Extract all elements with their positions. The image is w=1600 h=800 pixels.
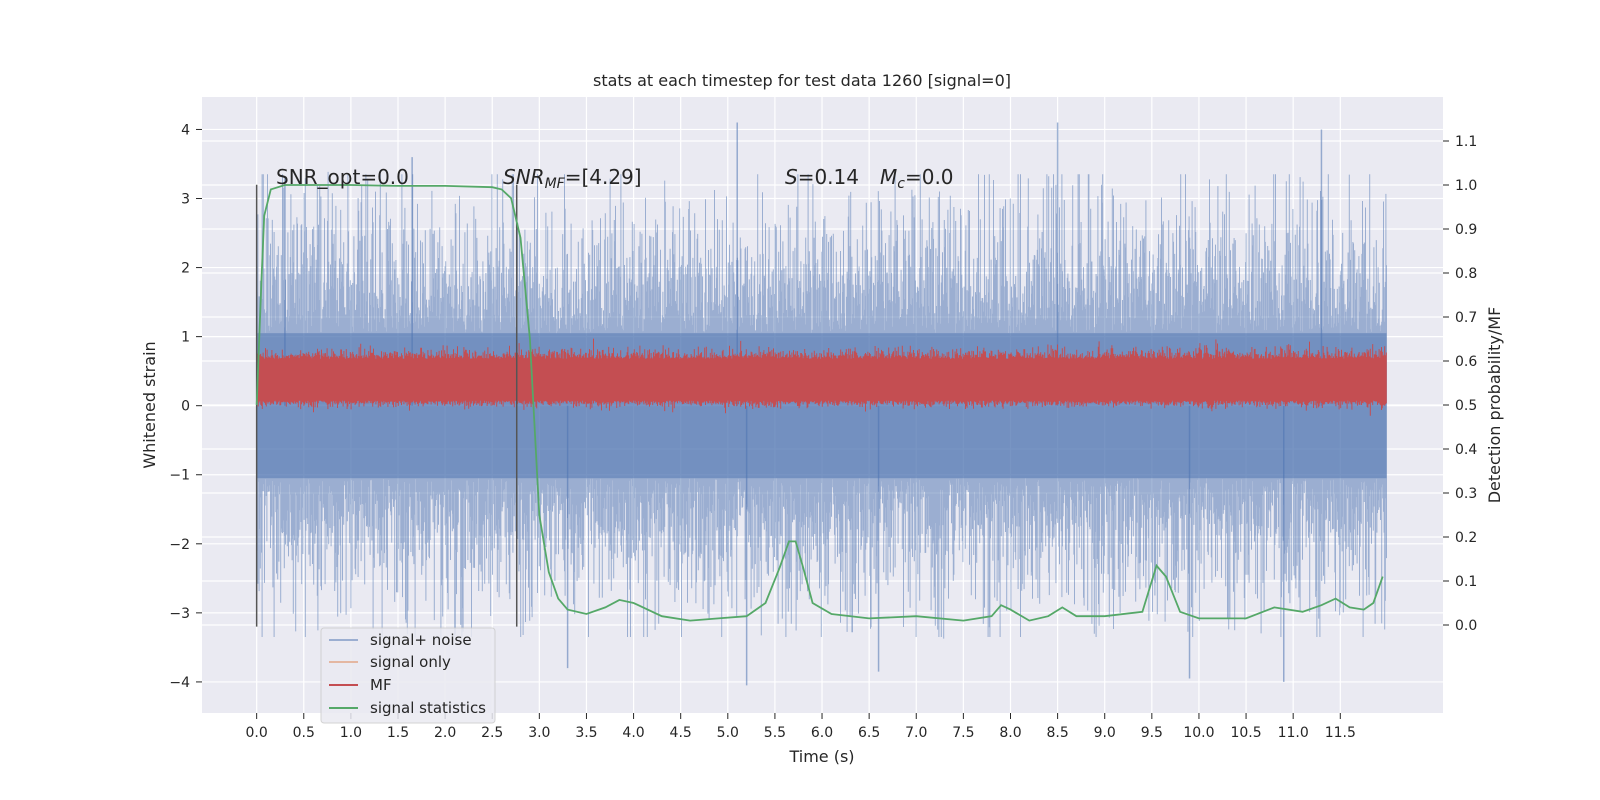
y-tick-label: 0 (181, 399, 190, 415)
y-axis-ticks: 4 3 2 1 0 −1 −2 −3 −4 (169, 122, 202, 691)
y-right-tick-label: 1.1 (1455, 134, 1477, 150)
mc-value: =0.0 (905, 165, 954, 189)
x-tick-label: 4.0 (622, 725, 644, 741)
chart-title: stats at each timestep for test data 126… (593, 71, 1011, 90)
x-tick-label: 6.0 (811, 725, 833, 741)
y-axis-label: Whitened strain (140, 341, 159, 468)
y-right-tick-label: 0.1 (1455, 574, 1477, 590)
y-right-tick-label: 0.3 (1455, 486, 1477, 502)
y-tick-label: −3 (169, 606, 190, 622)
legend: signal+ noise signal only MF signal stat… (320, 627, 496, 724)
y-right-tick-label: 0.0 (1455, 618, 1477, 634)
y-tick-label: −1 (169, 468, 190, 484)
y-right-tick-label: 0.8 (1455, 266, 1477, 282)
x-tick-label: 3.0 (528, 725, 550, 741)
x-tick-label: 2.0 (434, 725, 456, 741)
x-axis-ticks: 0.0 0.5 1.0 1.5 2.0 2.5 3.0 3.5 4.0 4.5 5.0 5.5 6.0 6… (246, 713, 1356, 741)
legend-label-mf: MF (370, 676, 392, 694)
x-tick-label: 1.5 (387, 725, 409, 741)
legend-box (320, 627, 496, 724)
x-tick-label: 8.5 (1046, 725, 1068, 741)
signal-statistics-line (255, 184, 1384, 622)
x-tick-label: 6.5 (858, 725, 880, 741)
x-tick-label: 1.0 (340, 725, 362, 741)
y-right-tick-label: 0.4 (1455, 442, 1477, 458)
mc-name: M (880, 165, 897, 189)
y-right-tick-label: 0.6 (1455, 354, 1477, 370)
legend-label-signal-statistics: signal statistics (370, 699, 486, 717)
x-tick-label: 5.0 (717, 725, 739, 741)
x-axis-label: Time (s) (788, 747, 854, 766)
snr-opt-annotation: SNR_opt=0.0 (276, 165, 409, 189)
snr-mf-name: SNR (503, 165, 545, 189)
snr-mf-subscript: MF (545, 176, 566, 192)
x-tick-label: 2.5 (481, 725, 503, 741)
snr-mf-value: =[4.29] (565, 165, 642, 189)
x-tick-label: 9.0 (1094, 725, 1116, 741)
legend-label-signal-only: signal only (370, 653, 451, 671)
y-right-tick-label: 1.0 (1455, 178, 1477, 194)
x-tick-label: 10.5 (1230, 725, 1261, 741)
y-tick-label: 2 (181, 261, 190, 277)
x-tick-label: 11.5 (1325, 725, 1356, 741)
x-tick-label: 4.5 (670, 725, 692, 741)
y-tick-label: 3 (181, 192, 190, 208)
y-right-tick-label: 0.7 (1455, 310, 1477, 326)
y-right-tick-label: 0.5 (1455, 398, 1477, 414)
y-tick-label: 1 (181, 330, 190, 346)
x-tick-label: 0.0 (246, 725, 268, 741)
s-value: =0.14 (798, 165, 859, 189)
mc-annotation: Mc=0.0 (880, 165, 954, 192)
vertical-markers (255, 184, 518, 627)
x-tick-label: 7.5 (952, 725, 974, 741)
x-tick-label: 0.5 (293, 725, 315, 741)
x-tick-label: 11.0 (1278, 725, 1309, 741)
x-tick-label: 7.0 (905, 725, 927, 741)
y-tick-label: 4 (181, 122, 190, 138)
x-tick-label: 10.0 (1183, 725, 1214, 741)
s-annotation: S=0.14 (785, 165, 859, 189)
x-tick-label: 8.0 (999, 725, 1021, 741)
y-right-axis-ticks: 1.1 1.0 0.9 0.8 0.7 0.6 0.5 0.4 0.3 0.2 0.1 0.0 (1443, 134, 1477, 634)
x-tick-label: 5.5 (764, 725, 786, 741)
snr-mf-annotation: SNRMF=[4.29] (503, 165, 642, 192)
x-tick-label: 9.5 (1141, 725, 1163, 741)
y-right-tick-label: 0.2 (1455, 530, 1477, 546)
y-tick-label: −2 (169, 537, 190, 553)
s-name: S (785, 165, 798, 189)
mc-subscript: c (897, 176, 905, 192)
signal-statistics-series (255, 184, 1384, 622)
legend-label-signal-noise: signal+ noise (370, 631, 472, 649)
x-tick-label: 3.5 (575, 725, 597, 741)
y-right-tick-label: 0.9 (1455, 222, 1477, 238)
y-tick-label: −4 (169, 675, 190, 691)
y-right-axis-label: Detection probability/MF (1485, 307, 1504, 504)
